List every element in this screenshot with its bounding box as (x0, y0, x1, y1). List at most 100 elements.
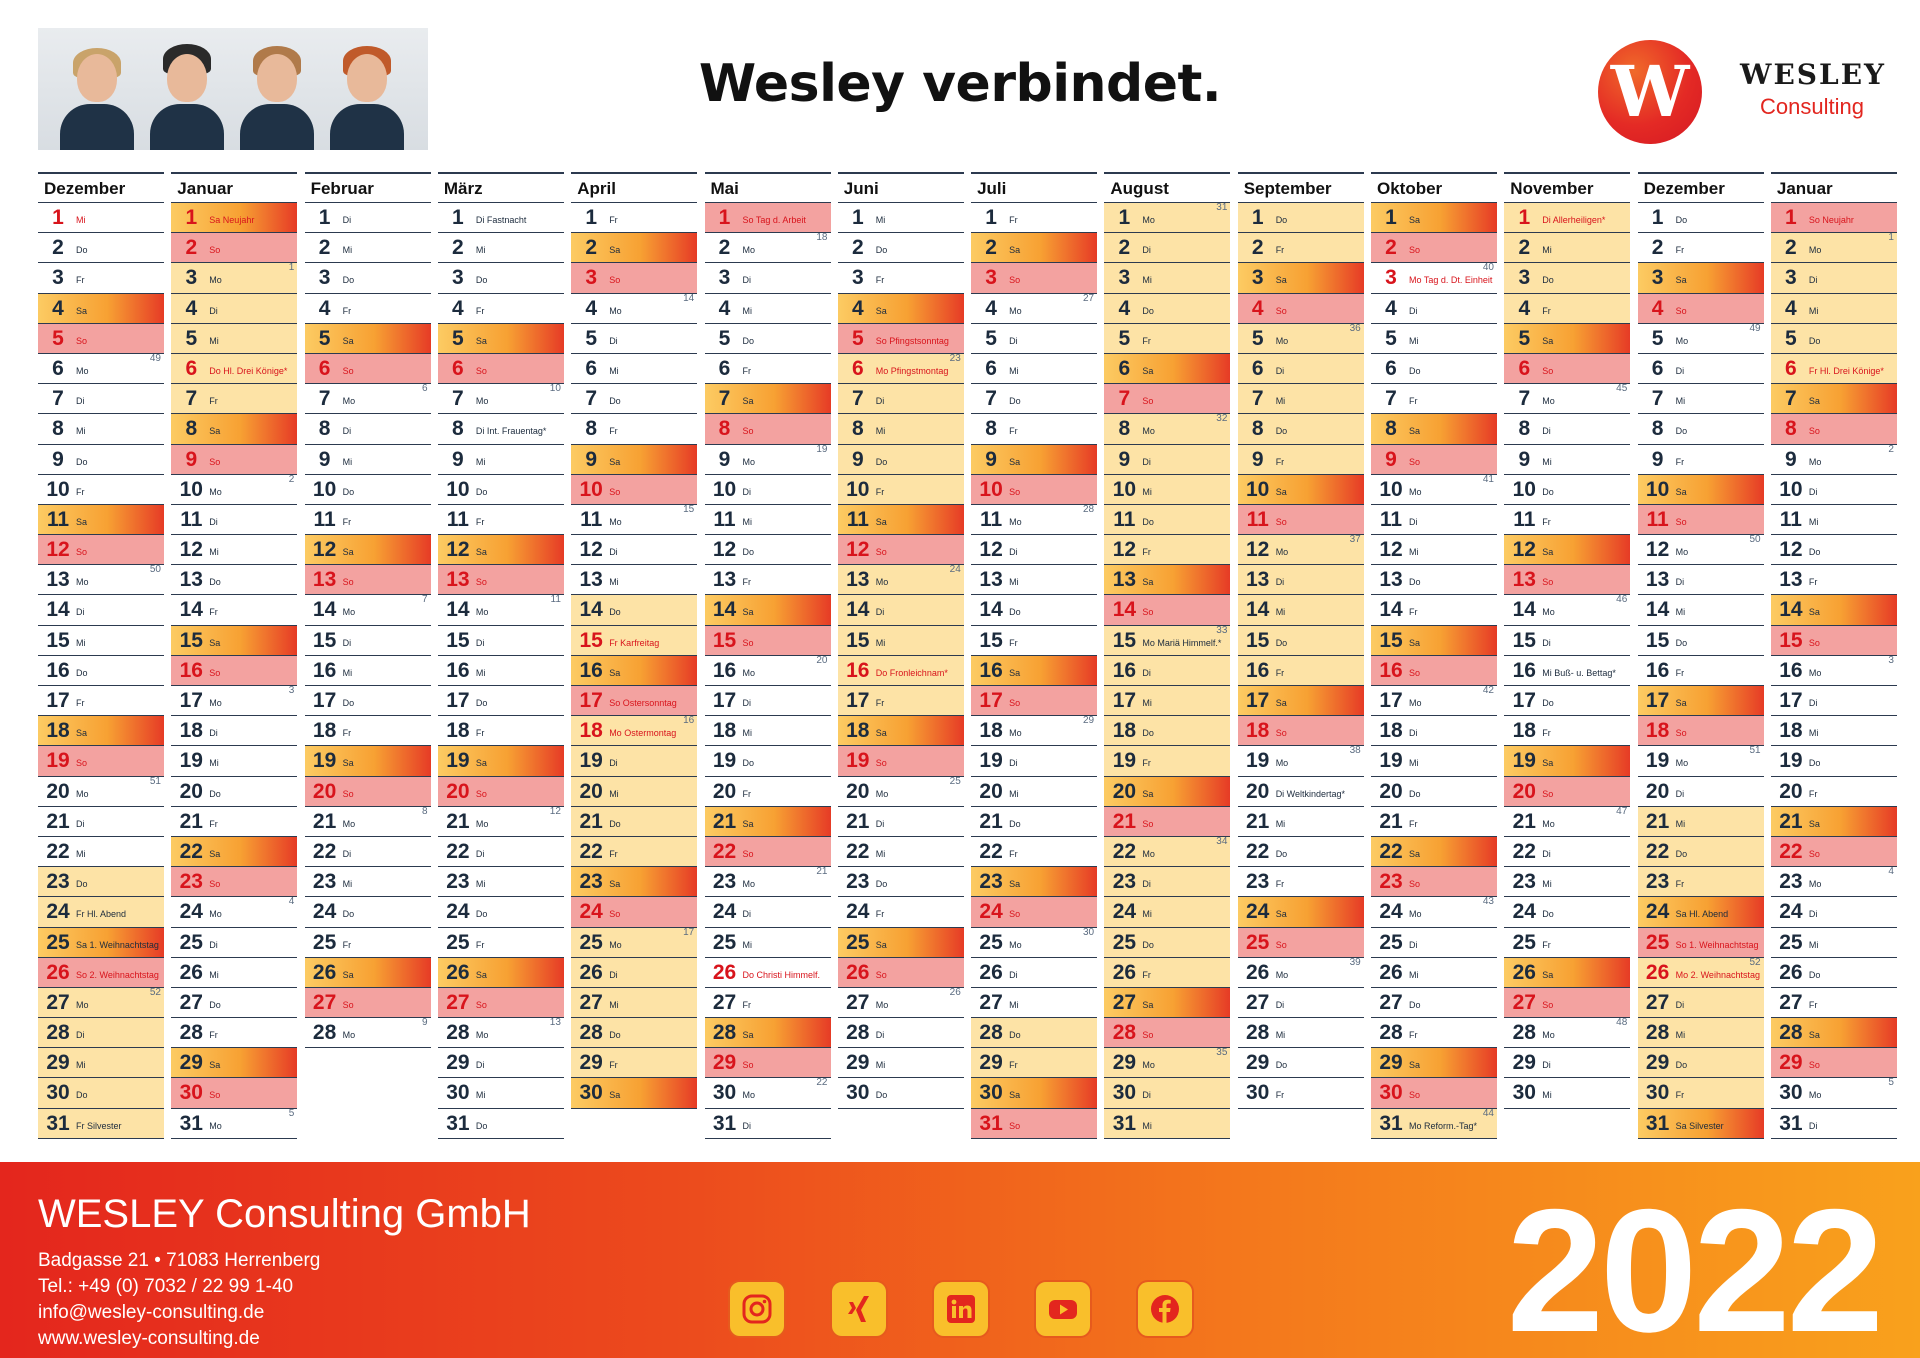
column-bottom-rule (437, 1137, 564, 1139)
weekday-label: Mi Buß- u. Bettag* (1542, 667, 1616, 678)
weekday-label: Do (475, 275, 488, 286)
day-cell: 21 Mi (1237, 805, 1364, 836)
day-number: 21 (179, 809, 203, 833)
day-number: 27 (446, 990, 470, 1014)
day-number: 19 (1779, 749, 1803, 773)
weekday-label: Sa (1142, 788, 1154, 799)
day-cell: 16 Fr (1637, 654, 1764, 685)
weekday-label: Di (1409, 516, 1418, 527)
day-number: 3 (1251, 266, 1264, 290)
day-number: 21 (1645, 809, 1670, 833)
day-number: 3 (1518, 266, 1531, 290)
day-cell: 3 So (971, 262, 1098, 293)
day-number: 5 (185, 326, 198, 350)
week-number: 18 (816, 232, 828, 244)
day-number: 16 (979, 658, 1003, 682)
day-cell: 19 Mo 51 (1637, 745, 1764, 776)
day-cell: 23 Mi (304, 866, 431, 897)
weekday-label: So (76, 758, 88, 769)
day-cell: 17 Sa (1237, 685, 1364, 716)
weekday-label: So (76, 547, 88, 558)
day-cell: 16 Di (1104, 654, 1231, 685)
week-number: 51 (149, 775, 161, 787)
day-number: 10 (1512, 477, 1536, 501)
day-number: 20 (1112, 779, 1137, 803)
linkedin-icon[interactable] (932, 1280, 990, 1338)
day-cell: 20 Mi (971, 775, 1098, 806)
day-cell: 17 Mo 3 (171, 685, 298, 716)
day-number: 2 (185, 236, 198, 260)
day-number: 13 (712, 568, 737, 592)
weekday-label: Di (1009, 547, 1018, 558)
day-number: 15 (1246, 628, 1270, 652)
day-cell: 10 So (971, 473, 1098, 504)
day-cell: 13 Mi (571, 564, 698, 595)
weekday-label: Sa 1. Weihnachtstag (76, 939, 159, 950)
weekday-label: Sa (1142, 999, 1154, 1010)
day-number: 26 (1112, 960, 1137, 984)
day-cell: 10 Mo 2 (171, 473, 298, 504)
day-cell: 12 Sa (1504, 534, 1631, 565)
day-cell: 7 Do (971, 383, 1098, 414)
day-number: 8 (718, 417, 731, 441)
day-number: 9 (585, 447, 598, 471)
month-column: Dezember 1 Do 2 Fr 3 Sa 4 So 5 Mo 49 6 Di 7 Mi 8 Do 9 Fr 10 S… (1637, 172, 1764, 1145)
weekday-label: Mo (1675, 758, 1689, 769)
weekday-label: Sa (1542, 335, 1554, 346)
day-number: 12 (712, 538, 737, 562)
day-number: 7 (1251, 387, 1264, 411)
day-cell: 31 Mo 5 (171, 1107, 298, 1138)
day-number: 23 (712, 870, 737, 894)
weekday-label: Sa (1275, 275, 1287, 286)
day-number: 24 (1246, 900, 1270, 924)
weekday-label: Do (76, 879, 88, 890)
facebook-icon[interactable] (1136, 1280, 1194, 1338)
weekday-label: Do (1542, 698, 1554, 708)
weekday-label: Mi (742, 305, 753, 316)
page-title: Wesley verbindet. (698, 54, 1222, 114)
company-email[interactable]: info@wesley-consulting.de (38, 1302, 265, 1323)
week-number: 14 (683, 292, 695, 304)
weekday-label: Sa (209, 848, 221, 859)
day-number: 17 (1645, 689, 1670, 712)
day-cell: 28 Sa (1770, 1017, 1897, 1048)
day-number: 7 (452, 387, 464, 411)
day-number: 16 (312, 658, 337, 682)
day-number: 16 (1112, 658, 1137, 682)
day-cell: 20 Mo 25 (837, 775, 964, 806)
day-number: 25 (1379, 930, 1403, 954)
day-cell: 29 So (704, 1047, 831, 1078)
day-number: 7 (585, 387, 598, 411)
weekday-label: Mo (1409, 486, 1422, 497)
day-cell: 14 Di (837, 594, 964, 625)
youtube-icon[interactable] (1034, 1280, 1092, 1338)
day-cell: 17 Do (437, 685, 564, 716)
day-number: 29 (1779, 1051, 1803, 1075)
column-bottom-rule (1104, 1137, 1231, 1139)
day-number: 5 (318, 326, 331, 350)
day-number: 18 (1779, 719, 1803, 743)
week-number: 46 (1616, 594, 1628, 606)
day-number: 21 (1779, 809, 1803, 833)
weekday-label: Di (342, 848, 352, 859)
day-number: 15 (579, 628, 603, 652)
weekday-label: Mi (875, 848, 886, 859)
day-number: 5 (452, 326, 464, 350)
day-number: 11 (979, 507, 1003, 531)
week-number: 11 (550, 594, 561, 606)
weekday-label: Di (342, 215, 352, 225)
weekday-label: Fr (1142, 969, 1151, 980)
day-cell: 2 So (1371, 232, 1497, 263)
day-cell: 15 Di (304, 624, 431, 655)
day-number: 28 (179, 1021, 203, 1045)
day-number: 28 (46, 1021, 70, 1045)
day-cell: 19 So (837, 745, 964, 776)
weekday-label: Do (1675, 426, 1688, 437)
day-cell: 5 Sa (437, 322, 564, 353)
instagram-icon[interactable] (728, 1280, 786, 1338)
weekday-label: Do (1409, 999, 1421, 1010)
xing-icon[interactable] (830, 1280, 888, 1338)
day-number: 13 (979, 568, 1003, 592)
weekday-label: Di Allerheiligen* (1542, 215, 1606, 225)
company-website[interactable]: www.wesley-consulting.de (38, 1328, 260, 1349)
